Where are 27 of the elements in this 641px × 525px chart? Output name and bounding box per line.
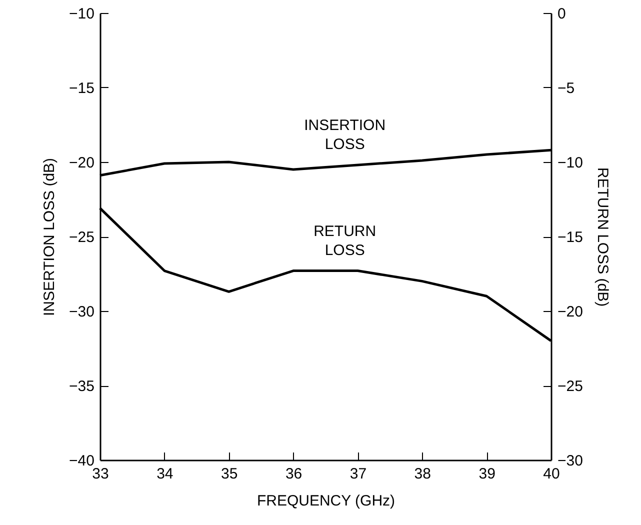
- y2-axis-title: RETURN LOSS (dB): [594, 167, 611, 307]
- x-tick-label: 40: [543, 466, 560, 482]
- x-tick-label: 36: [285, 466, 302, 482]
- y2-tick-label: −10: [558, 154, 583, 172]
- x-tick-label: 38: [414, 466, 431, 482]
- x-tick-label: 39: [478, 466, 496, 482]
- x-tick-label: 33: [92, 466, 109, 482]
- series-label: INSERTION LOSS: [304, 116, 386, 153]
- series-label: RETURN LOSS: [314, 222, 376, 259]
- y-tick-label: −40: [69, 452, 94, 470]
- x-axis-title: FREQUENCY (GHz): [256, 492, 396, 510]
- y2-tick-label: 0: [558, 6, 566, 22]
- y-tick-label: −10: [69, 6, 94, 22]
- y-axis-title: INSERTION LOSS (dB): [41, 158, 58, 316]
- y2-tick-label: −20: [558, 304, 583, 320]
- y-tick-label: −35: [69, 378, 94, 395]
- x-tick-label: 37: [350, 466, 367, 482]
- y2-tick-label: −5: [558, 80, 575, 97]
- x-tick-label: 34: [156, 466, 174, 482]
- y-tick-label: −15: [69, 80, 94, 97]
- y-tick-label: −25: [69, 229, 94, 246]
- y-tick-label: −30: [69, 304, 94, 320]
- y-tick-label: −20: [69, 154, 94, 172]
- y2-tick-label: −15: [558, 229, 583, 246]
- y2-tick-label: −25: [558, 378, 583, 395]
- y2-tick-label: −30: [558, 452, 583, 470]
- x-tick-label: 35: [221, 466, 238, 482]
